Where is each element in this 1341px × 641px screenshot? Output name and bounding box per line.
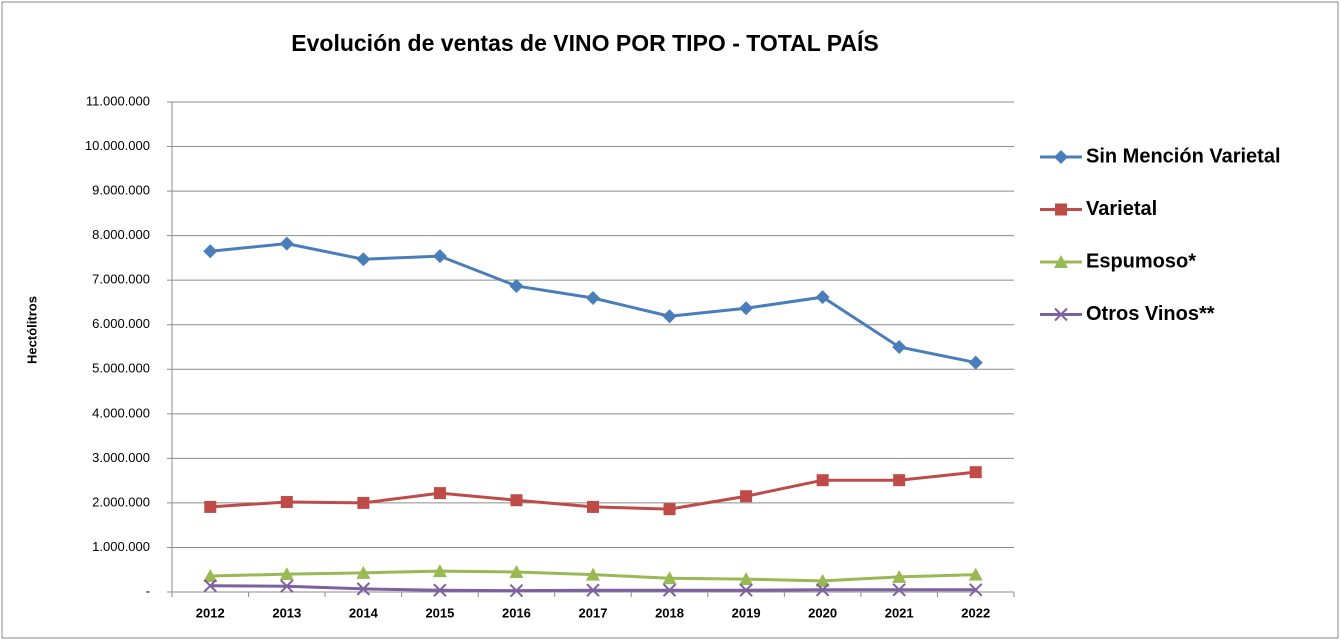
- legend-marker: [1054, 307, 1068, 322]
- data-point: [663, 503, 676, 516]
- data-point: [969, 583, 983, 597]
- data-point: [969, 466, 982, 479]
- y-tick-label: 8.000.000: [92, 227, 150, 242]
- x-tick-label: 2013: [272, 605, 301, 620]
- data-point: [203, 579, 217, 593]
- legend-label: Espumoso*: [1086, 250, 1196, 272]
- data-point: [203, 244, 218, 259]
- legend-marker: [1055, 203, 1067, 216]
- data-point: [739, 301, 754, 316]
- legend-label: Sin Mención Varietal: [1086, 145, 1281, 167]
- legend-marker: [1054, 255, 1068, 268]
- data-point: [815, 290, 830, 305]
- data-point: [893, 474, 906, 487]
- x-tick-label: 2012: [196, 605, 225, 620]
- legend-label: Otros Vinos**: [1086, 303, 1215, 325]
- x-tick-label: 2016: [502, 605, 531, 620]
- chart-title: Evolución de ventas de VINO POR TIPO - T…: [291, 29, 878, 56]
- data-point: [892, 569, 907, 583]
- y-tick-label: 4.000.000: [92, 405, 150, 420]
- data-point: [739, 583, 753, 597]
- data-point: [509, 278, 524, 293]
- data-point: [279, 567, 294, 581]
- data-point: [586, 567, 600, 581]
- data-point: [968, 355, 983, 370]
- data-point: [815, 583, 830, 597]
- x-tick-label: 2014: [349, 605, 379, 620]
- data-point: [587, 500, 599, 513]
- y-tick-label: 5.000.000: [92, 361, 150, 376]
- y-tick-label: 2.000.000: [92, 494, 150, 509]
- y-axis-label: Hectólitros: [24, 296, 39, 364]
- y-tick-label: -: [146, 583, 150, 598]
- data-point: [356, 565, 371, 579]
- data-point: [433, 487, 446, 500]
- data-point: [586, 291, 600, 305]
- data-point: [586, 583, 600, 597]
- data-point: [662, 583, 677, 597]
- y-tick-label: 9.000.000: [92, 183, 150, 198]
- data-point: [510, 494, 523, 507]
- data-point: [432, 249, 447, 264]
- x-tick-label: 2021: [885, 605, 914, 620]
- y-tick-label: 10.000.000: [85, 138, 150, 153]
- data-point: [279, 236, 294, 251]
- data-point: [816, 474, 829, 487]
- data-point: [433, 583, 447, 597]
- data-point: [432, 564, 447, 578]
- y-tick-label: 3.000.000: [92, 450, 150, 465]
- x-tick-label: 2020: [808, 605, 837, 620]
- legend-marker: [1054, 150, 1068, 164]
- data-point: [739, 572, 754, 586]
- data-point: [509, 583, 524, 598]
- x-tick-label: 2017: [579, 605, 608, 620]
- y-tick-label: 6.000.000: [92, 316, 150, 331]
- data-point: [509, 564, 524, 578]
- data-point: [662, 571, 677, 585]
- data-point: [357, 496, 370, 509]
- data-point: [356, 582, 371, 596]
- x-tick-label: 2022: [961, 605, 990, 620]
- x-tick-label: 2015: [425, 605, 454, 620]
- legend-label: Varietal: [1086, 198, 1157, 220]
- data-point: [203, 568, 218, 582]
- y-tick-label: 7.000.000: [92, 272, 150, 287]
- data-point: [892, 340, 907, 354]
- data-point: [740, 490, 753, 503]
- data-point: [815, 573, 830, 587]
- data-point: [356, 252, 371, 267]
- data-point: [662, 309, 677, 324]
- x-tick-label: 2018: [655, 605, 684, 620]
- x-tick-label: 2019: [732, 605, 761, 620]
- data-point: [204, 500, 217, 513]
- y-tick-label: 1.000.000: [92, 539, 150, 554]
- data-point: [280, 496, 293, 509]
- data-point: [892, 583, 906, 597]
- data-point: [280, 579, 294, 593]
- y-tick-label: 11.000.000: [86, 93, 150, 108]
- data-point: [968, 567, 983, 581]
